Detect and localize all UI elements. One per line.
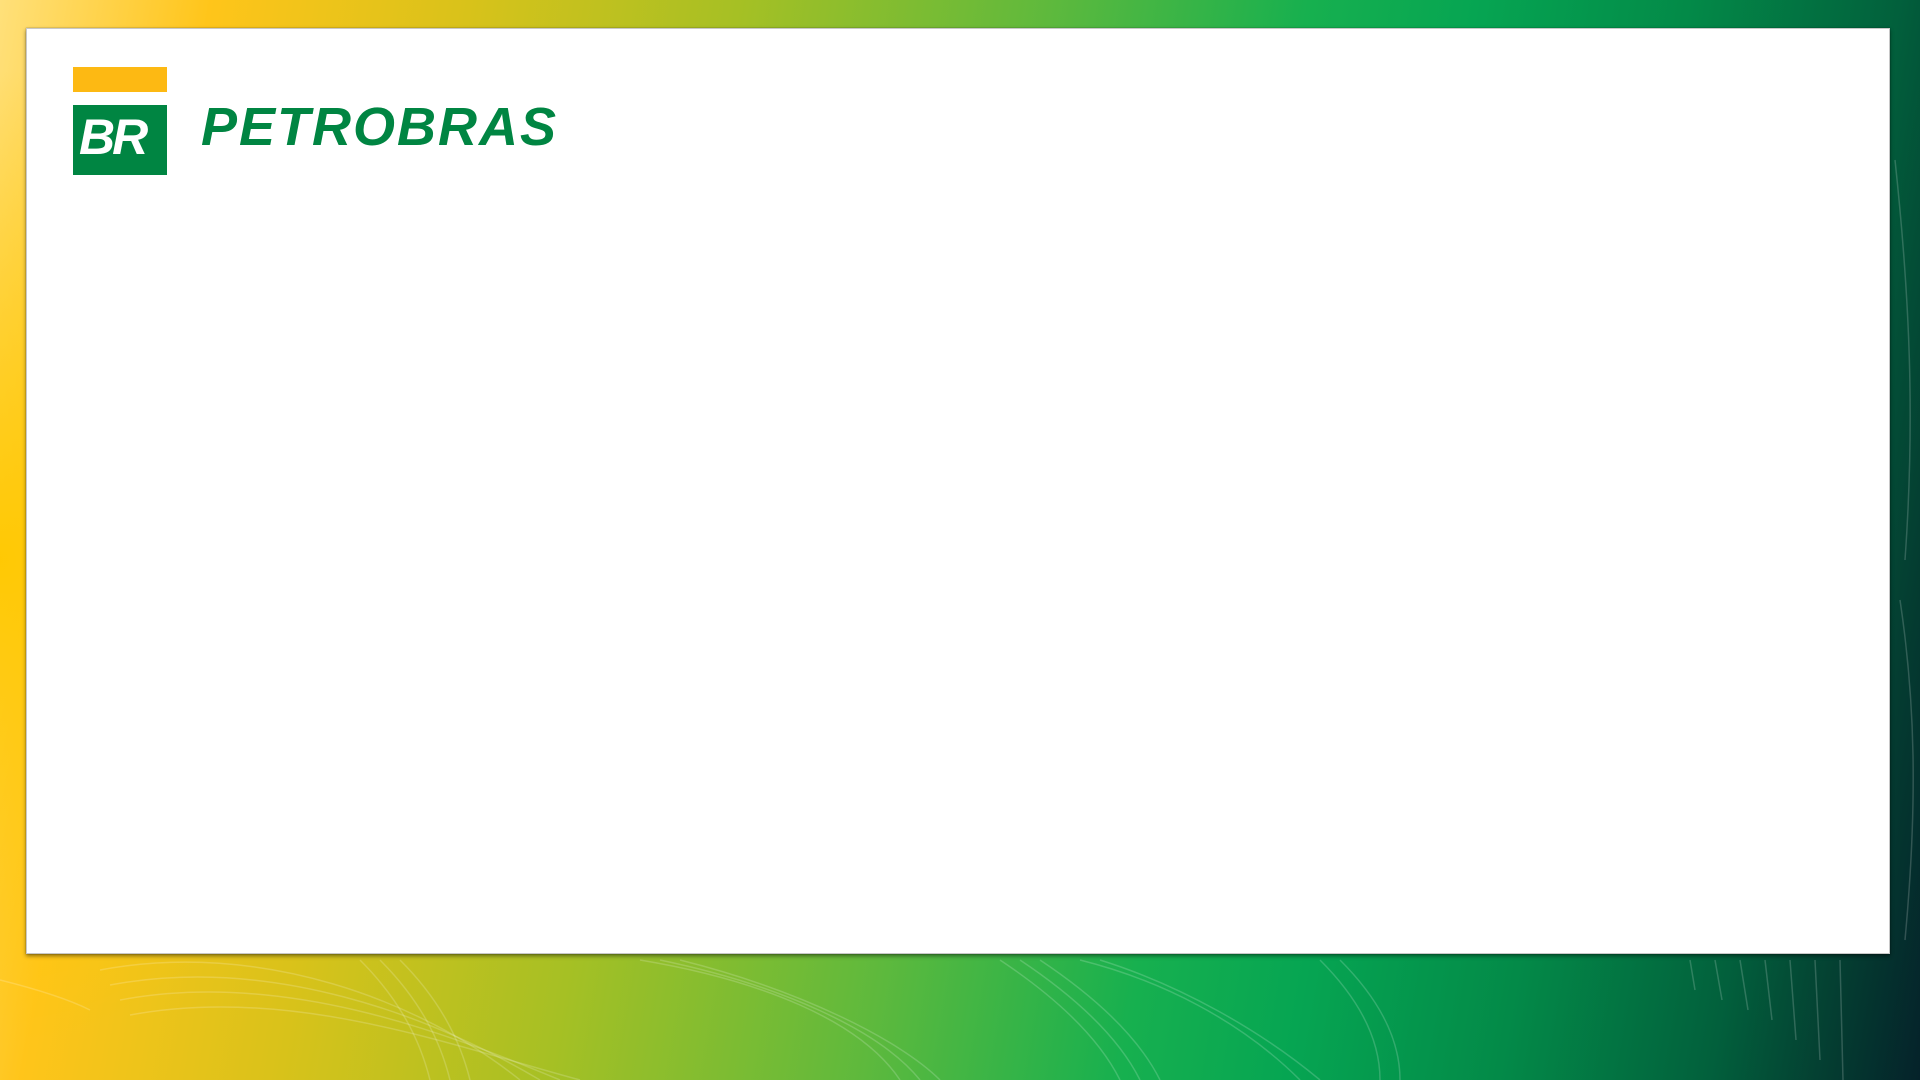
logo-green-square: BR: [73, 105, 167, 175]
petrobras-logo: BR PETROBRAS: [73, 67, 573, 175]
logo-wordmark: PETROBRAS: [201, 97, 559, 157]
slide-content-card: [26, 28, 1890, 954]
logo-monogram: BR: [79, 109, 148, 165]
logo-yellow-bar: [73, 67, 167, 92]
